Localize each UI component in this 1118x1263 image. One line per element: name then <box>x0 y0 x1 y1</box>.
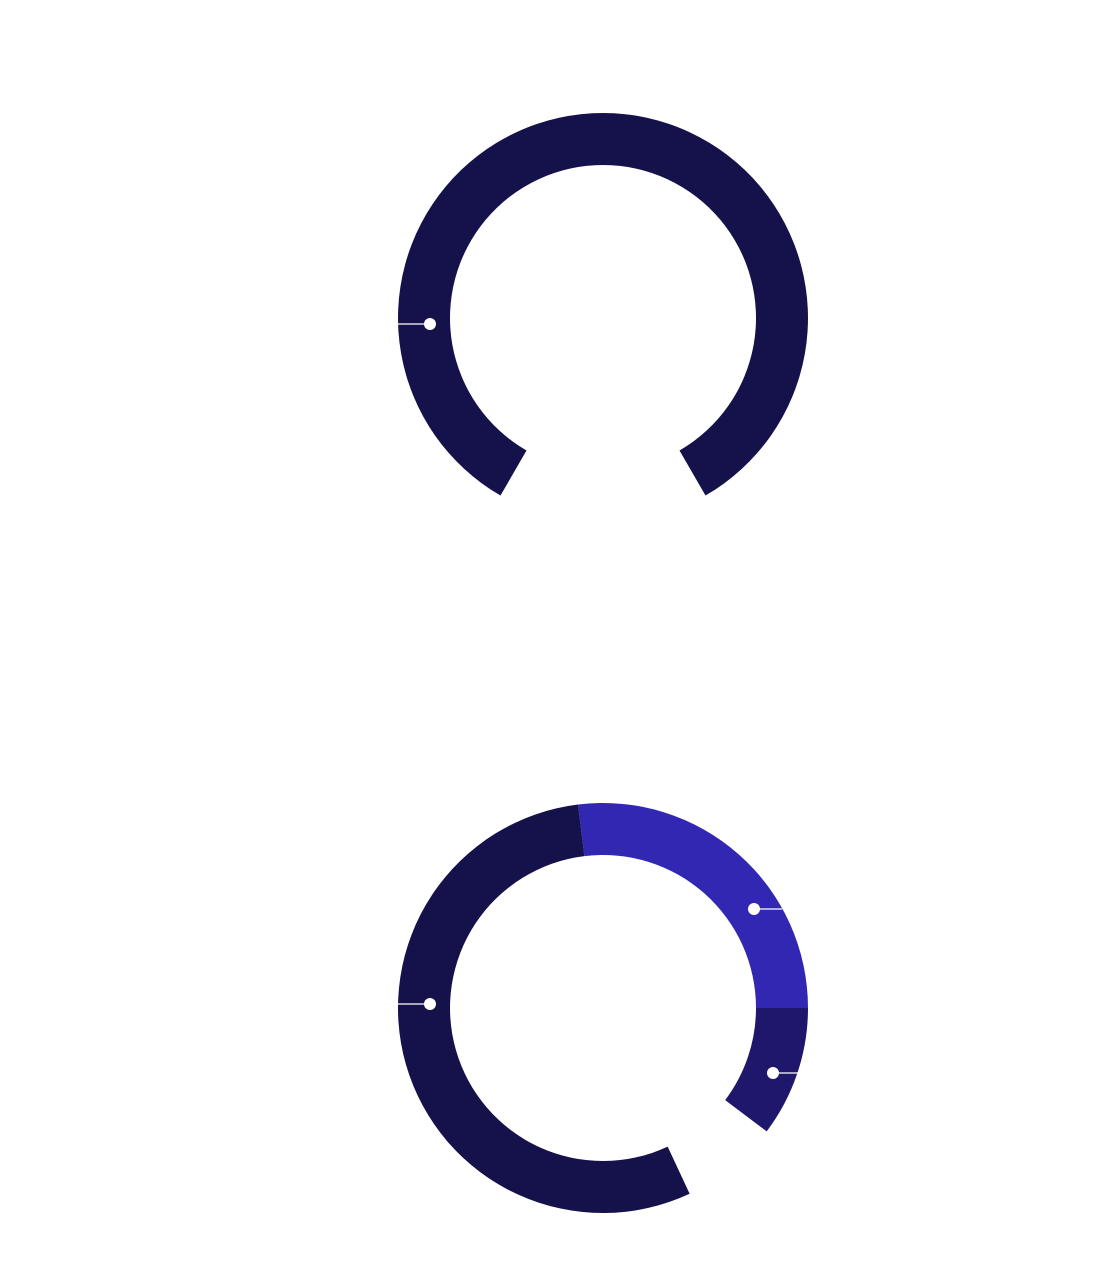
donut-segment <box>397 804 690 1214</box>
donut-chart-bottom <box>397 803 808 1214</box>
segment-marker-dot <box>424 318 436 330</box>
donut-segment <box>398 113 808 496</box>
donut-segment <box>578 803 808 1008</box>
donut-chart-top <box>398 113 808 496</box>
segment-marker-dot <box>767 1067 779 1079</box>
segment-marker-dot <box>748 903 760 915</box>
segment-marker-dot <box>424 998 436 1010</box>
donut-segment <box>725 1008 808 1132</box>
